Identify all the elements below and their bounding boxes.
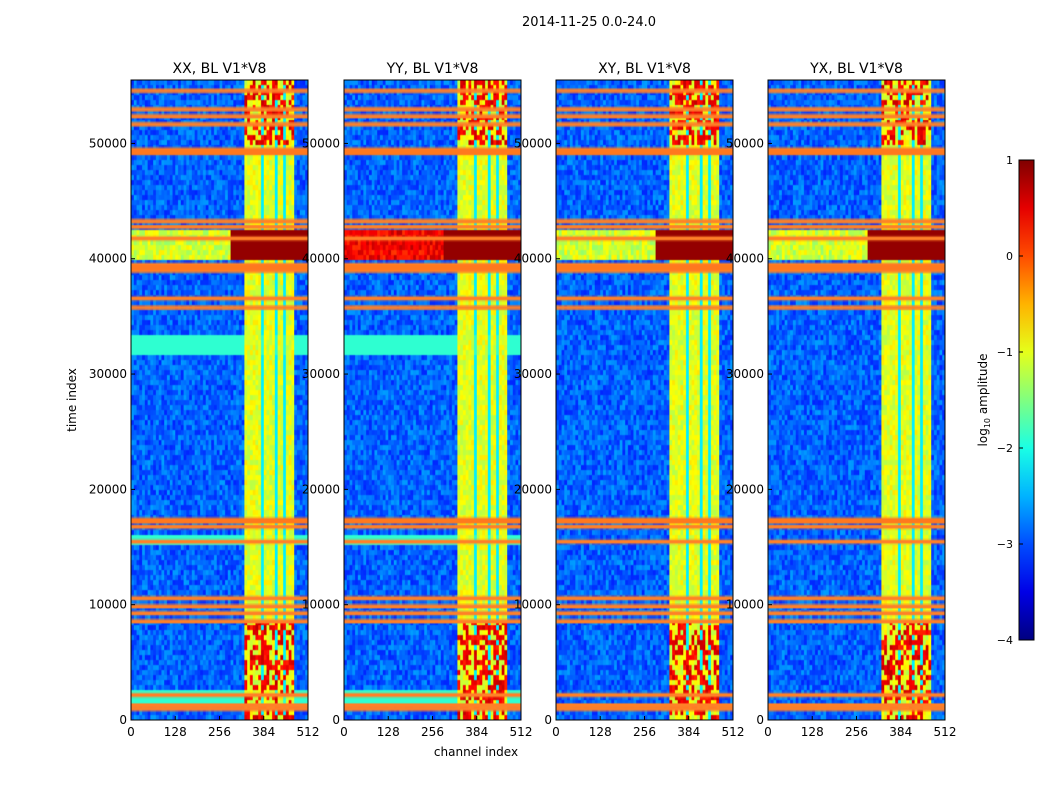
colorbar-tick-label: −3 [997,538,1013,551]
panel-title: XY, BL V1*V8 [598,61,691,77]
x-tick-label: 0 [127,725,135,739]
x-tick-label: 384 [465,725,488,739]
x-tick-label: 128 [589,725,612,739]
colorbar-tick-label: −2 [997,442,1013,455]
panel-xy: XY, BL V1*V8 0 128 256 384 512 0 10000 20000 3000… [514,61,745,739]
y-tick-label: 20000 [514,482,552,496]
panel-xx: XX, BL V1*V8 0 128 256 384 512 0 10000 20000 3000… [89,61,320,739]
x-tick-label: 384 [677,725,700,739]
x-axis-label: channel index [434,745,518,759]
y-tick-label: 10000 [302,598,340,612]
colorbar-tick-label: 0 [1006,250,1013,263]
y-tick-label: 0 [332,713,340,727]
x-tick-label: 512 [297,725,320,739]
x-tick-label: 0 [552,725,560,739]
y-tick-label: 20000 [726,482,764,496]
x-tick-label: 128 [377,725,400,739]
heatmap-raster [344,80,521,720]
y-tick-label: 30000 [89,367,127,381]
y-tick-label: 50000 [726,136,764,150]
y-tick-label: 50000 [89,136,127,150]
x-tick-label: 384 [889,725,912,739]
y-axis-label: time index [65,368,79,432]
y-tick-label: 20000 [302,482,340,496]
x-tick-label: 256 [208,725,231,739]
y-tick-label: 50000 [302,136,340,150]
y-tick-label: 30000 [302,367,340,381]
y-tick-label: 10000 [89,598,127,612]
y-tick-label: 10000 [726,598,764,612]
panel-yx: YX, BL V1*V8 0 128 256 384 512 0 10000 20000 3000… [726,61,957,739]
x-tick-label: 128 [164,725,187,739]
y-tick-label: 20000 [89,482,127,496]
heatmap-raster [131,80,308,720]
x-tick-label: 512 [722,725,745,739]
panel-title: YY, BL V1*V8 [386,61,479,77]
heatmap-raster [768,80,945,720]
y-tick-label: 10000 [514,598,552,612]
x-tick-label: 128 [801,725,824,739]
x-tick-label: 256 [421,725,444,739]
y-tick-label: 40000 [514,252,552,266]
figure-title: 2014-11-25 0.0-24.0 [522,15,656,30]
x-tick-label: 256 [845,725,868,739]
y-tick-label: 0 [119,713,127,727]
y-tick-label: 50000 [514,136,552,150]
y-tick-label: 0 [544,713,552,727]
colorbar-label: log10 amplitude [976,354,992,447]
y-tick-label: 40000 [726,252,764,266]
x-tick-label: 512 [510,725,533,739]
x-tick-label: 0 [764,725,772,739]
x-tick-label: 512 [934,725,957,739]
colorbar-tick-label: 1 [1006,154,1013,167]
y-tick-label: 30000 [514,367,552,381]
panel-title: XX, BL V1*V8 [173,61,267,77]
colorbar-tick-label: −1 [997,346,1013,359]
x-tick-label: 0 [340,725,348,739]
colorbar: 1 0 −1 −2 −3 −4 [997,154,1035,647]
panel-title: YX, BL V1*V8 [809,61,903,77]
heatmap-raster [556,80,733,720]
y-tick-label: 30000 [726,367,764,381]
y-tick-label: 40000 [89,252,127,266]
colorbar-gradient [1018,159,1035,641]
y-tick-label: 40000 [302,252,340,266]
x-tick-label: 256 [633,725,656,739]
y-tick-label: 0 [756,713,764,727]
colorbar-tick-label: −4 [997,634,1013,647]
x-tick-label: 384 [252,725,275,739]
panel-yy: YY, BL V1*V8 0 128 256 384 512 0 10000 20000 3000… [302,61,533,739]
